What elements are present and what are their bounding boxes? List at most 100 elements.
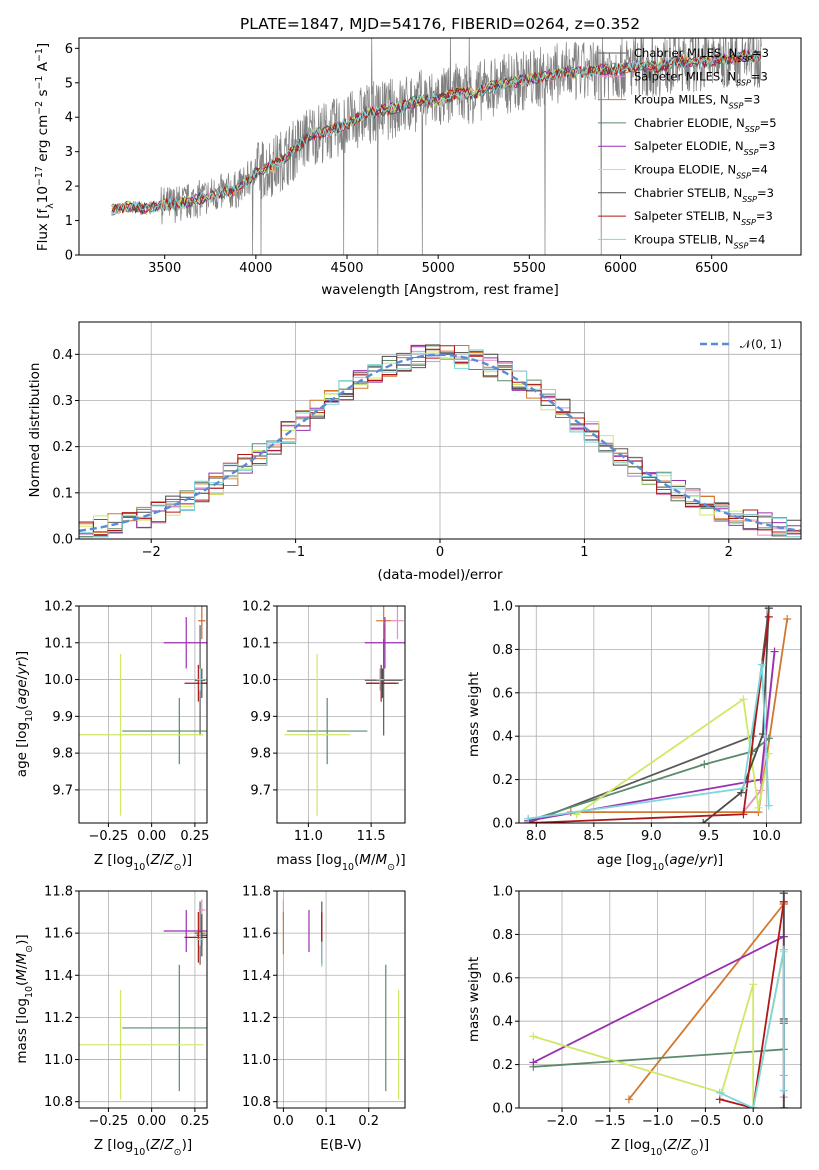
z_age-ytick-label: 9.8 [52, 747, 73, 762]
age_weight-xtick-label: 10.0 [752, 829, 781, 844]
mass-age-xlabel: mass [log10(M/M⊙)] [276, 852, 405, 873]
age_weight-panel: 8.0 8.5 9.0 9.5 10.0 0.0 0.2 0.4 0.6 0.8 1.0 age [l… [466, 600, 802, 873]
ebv-xlabel: E(B-V) [320, 1137, 362, 1153]
weight-marker [757, 660, 766, 669]
z_mass-ytick-label: 11.6 [44, 927, 73, 942]
mass_age-panel: 11.0 11.5 9.7 9.8 9.9 10.0 10.1 10.2 mass [log10… [242, 600, 406, 873]
z_age-plot-area [79, 606, 207, 816]
ebv_mass-ytick-label: 11.6 [242, 927, 271, 942]
weight-marker [764, 612, 773, 621]
spectrum-xtick-label: 6000 [604, 261, 637, 276]
spectrum-ytick-label: 6 [65, 42, 73, 57]
z_weight-xtick-label: 0.0 [743, 1114, 764, 1129]
z_mass-grid [79, 890, 207, 1108]
legend-label: Salpeter MILES, NSSP=3 [634, 69, 768, 87]
residuals-plot-area [79, 344, 801, 538]
z_weight-frame [518, 890, 802, 1109]
ebv_mass-ytick-label: 10.8 [242, 1095, 271, 1110]
normal-curve [79, 353, 801, 533]
z_age-ytick-label: 9.9 [52, 710, 73, 725]
residuals-ytick-label: 0.1 [52, 486, 73, 501]
weight-line [527, 608, 770, 823]
residuals-xtick-label: −2 [142, 545, 161, 560]
age_weight-ytick-label: 0.2 [492, 773, 513, 788]
ebv_mass-ytick-label: 11.4 [242, 969, 271, 984]
z_mass-ytick-label: 11.4 [44, 969, 73, 984]
z_mass-panel: −0.25 0.00 0.25 10.8 11.0 11.2 11.4 11.6 11.8 Z [… [14, 885, 209, 1158]
residuals-panel: −2 −1 0 1 2 0.0 0.1 0.2 0.3 0.4 𝒩(0, 1) (data-model… [27, 321, 802, 583]
z_age-ytick-label: 10.2 [44, 600, 73, 615]
z_weight-xtick-label: −1.0 [642, 1114, 674, 1129]
spectrum-panel: 3500 4000 4500 5000 5500 6000 6500 0 1 2 3 4 5 6 Chabr… [34, 37, 802, 298]
residual-xlabel: (data-model)/error [377, 567, 503, 583]
z-age-xlabel: Z [log10(Z/Z⊙)] [94, 852, 192, 873]
z_weight-xtick-label: −1.5 [594, 1114, 626, 1129]
weight-line [533, 951, 785, 1108]
mass_age-ytick-label: 9.7 [250, 783, 271, 798]
weight-marker [529, 1032, 538, 1041]
spectrum-xtick-label: 4000 [239, 261, 272, 276]
z_mass-ytick-label: 11.2 [44, 1011, 73, 1026]
z_weight-ytick-label: 1.0 [492, 885, 513, 900]
weight-line [532, 935, 785, 1064]
legend-label: 𝒩(0, 1) [740, 337, 782, 351]
weight-marker [764, 801, 773, 810]
weight-line [528, 664, 770, 820]
legend-label: Salpeter STELIB, NSSP=3 [634, 209, 773, 227]
z_mass-xtick-label: 0.25 [180, 1114, 209, 1129]
weight-line [719, 901, 785, 1108]
z_mass-frame [78, 890, 208, 1109]
spectrum-plot-area [111, 38, 762, 255]
ebv_mass-ytick-label: 11.0 [242, 1053, 271, 1068]
z_weight-panel: −2.0 −1.5 −1.0 −0.5 0.0 0.0 0.2 0.4 0.6 0.8 1.0 Z [… [466, 885, 802, 1158]
mass_age-ytick-label: 10.0 [242, 673, 271, 688]
residuals-xtick-label: 2 [725, 545, 733, 560]
weight-marker [779, 897, 788, 906]
mass_age-xtick-label: 11.0 [294, 829, 323, 844]
mass_age-frame [276, 605, 406, 824]
legend-label: Salpeter ELODIE, NSSP=3 [634, 139, 775, 157]
residuals-ytick-label: 0.3 [52, 394, 73, 409]
mass_age-grid [277, 605, 405, 823]
mass_age-plot-area [284, 606, 405, 816]
legend-label: Chabrier MILES, NSSP=3 [634, 46, 769, 64]
weight-marker [749, 980, 758, 989]
weight-marker [715, 1088, 724, 1097]
z_age-frame [78, 605, 208, 824]
z_weight-xtick-label: −2.0 [546, 1114, 578, 1129]
residuals-xtick-label: 0 [436, 545, 444, 560]
weight-marker [779, 945, 788, 954]
mass_age-ytick-label: 10.1 [242, 636, 271, 651]
spectrum-model-line [111, 48, 762, 215]
z_weight-ylabel: mass weight [466, 957, 482, 1042]
spectrum-ylabel: Flux [fλ10−17 erg cm−2 s−1 A−1] [34, 43, 56, 251]
z_mass-plot-area [79, 899, 207, 1100]
legend-label: Kroupa MILES, NSSP=3 [634, 93, 760, 111]
z-age-ylabel: age [log10(age/yr)] [14, 651, 35, 777]
legend-label: Chabrier STELIB, NSSP=3 [634, 186, 774, 204]
age_weight-ylabel: mass weight [466, 672, 482, 757]
z_age-ytick-label: 10.0 [44, 673, 73, 688]
weight-marker [524, 814, 533, 823]
spectrum-data-line [111, 38, 762, 255]
weight-marker [739, 695, 748, 704]
age_weight-xtick-label: 9.5 [699, 829, 720, 844]
weight-line [719, 949, 785, 1108]
spectrum-frame [78, 37, 802, 256]
legend-label: Kroupa ELODIE, NSSP=4 [634, 163, 768, 181]
z_age-xtick-label: 0.00 [137, 829, 166, 844]
spectrum-xtick-label: 3500 [148, 261, 181, 276]
residual-histogram [79, 344, 801, 536]
z_weight-ytick-label: 0.0 [492, 1102, 513, 1117]
weight-marker [749, 1104, 758, 1108]
mass_age-xtick-label: 11.5 [357, 829, 386, 844]
ebv_mass-xtick-label: 0.0 [273, 1114, 294, 1129]
residuals-xtick-label: 1 [580, 545, 588, 560]
weight-marker [739, 810, 748, 819]
z-mass-xlabel: Z [log10(Z/Z⊙)] [94, 1137, 192, 1158]
weight-marker [779, 1104, 788, 1108]
figure-title: PLATE=1847, MJD=54176, FIBERID=0264, z=0… [240, 15, 640, 33]
spectrum-ytick-label: 0 [65, 249, 73, 264]
age_weight-xtick-label: 8.0 [526, 829, 547, 844]
spectrum-xlabel: wavelength [Angstrom, rest frame] [321, 282, 559, 298]
